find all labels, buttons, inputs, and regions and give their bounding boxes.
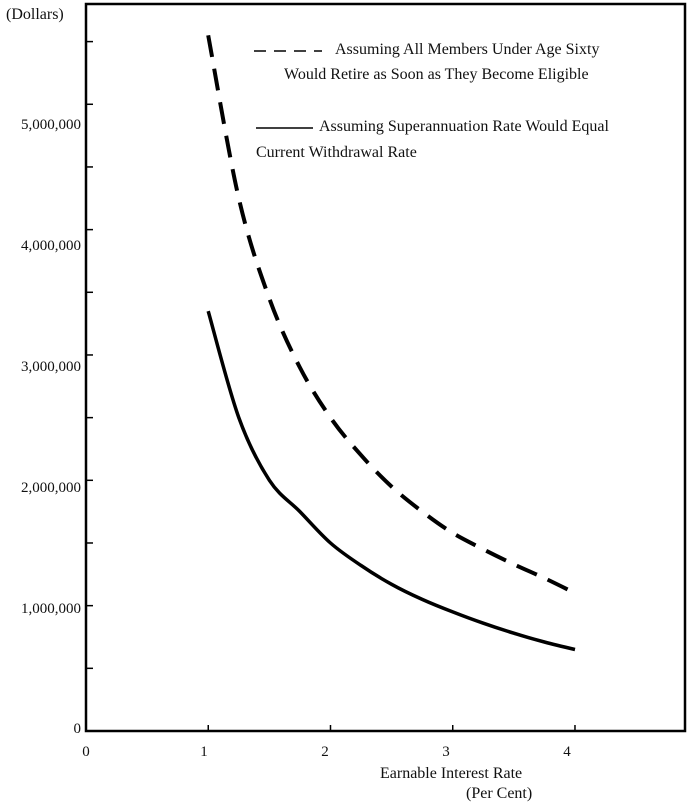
x-tick-label: 2 (321, 744, 329, 760)
x-tick-label: 0 (82, 744, 90, 760)
x-axis-label: Earnable Interest Rate (380, 765, 523, 782)
y-tick-label: 0 (73, 721, 82, 737)
legend-entry-dashed-line2: Would Retire as Soon as They Become Elig… (284, 66, 589, 83)
x-tick-label: 4 (563, 744, 571, 760)
y-tick-label: 2,000,000 (21, 480, 81, 496)
y-tick-label: 4,000,000 (21, 238, 81, 254)
y-axis-label: (Dollars) (6, 6, 64, 23)
x-tick-label: 1 (200, 744, 208, 760)
x-tick-label: 3 (442, 744, 450, 760)
y-tick-label: 5,000,000 (21, 117, 81, 133)
series-line-solid (206, 310, 576, 652)
legend-entry-solid-line1: Assuming Superannuation Rate Would Equal (319, 118, 609, 135)
series-line-dashed (206, 34, 576, 595)
y-tick-marks (86, 40, 576, 732)
legend-entry-solid-line2: Current Withdrawal Rate (256, 144, 417, 161)
y-tick-label: 3,000,000 (21, 359, 81, 375)
y-tick-label: 1,000,000 (21, 601, 81, 617)
x-axis-unit: (Per Cent) (466, 785, 533, 802)
legend-entry-dashed-line1: Assuming All Members Under Age Sixty (335, 41, 600, 58)
plot-frame (84, 2, 687, 733)
